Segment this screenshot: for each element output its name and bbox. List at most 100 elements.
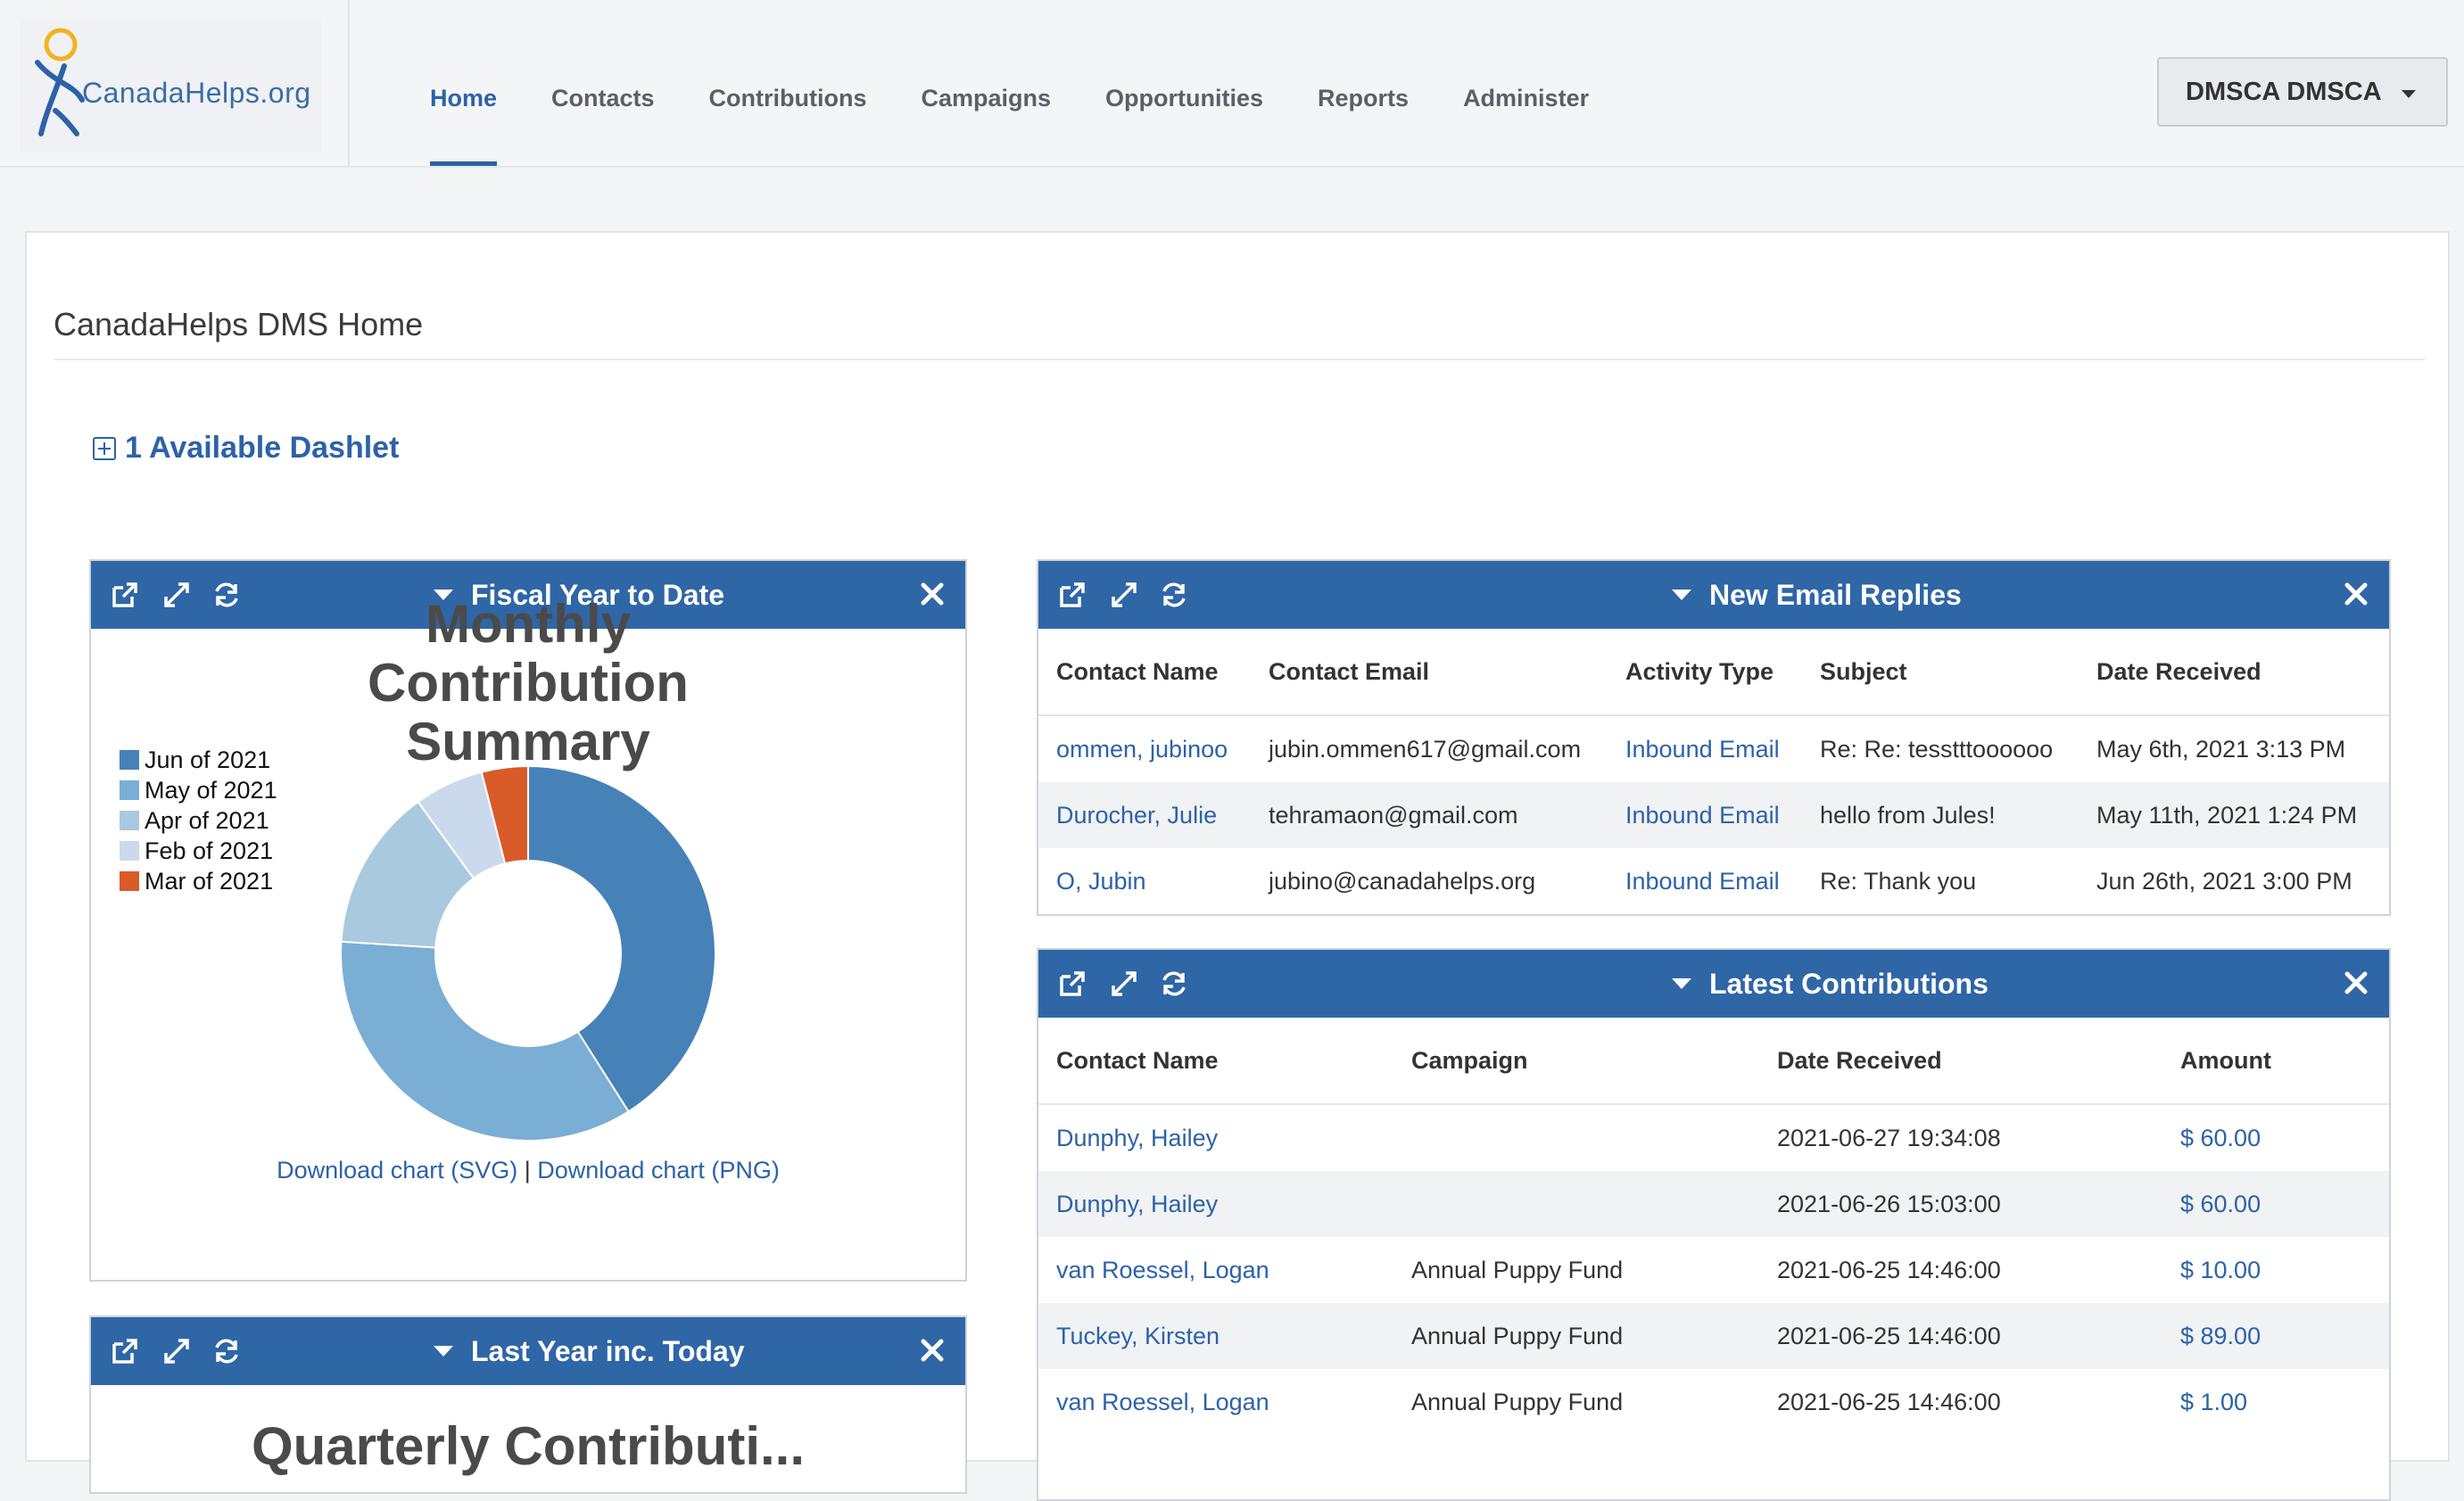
column-header[interactable]: Contact Name (1038, 629, 1251, 716)
refresh-icon[interactable] (211, 579, 243, 611)
dashlet-header: New Email Replies (1038, 561, 2389, 629)
collapse-triangle-icon (1672, 590, 1691, 600)
refresh-icon[interactable] (211, 1335, 243, 1367)
amount-link[interactable]: $ 60.00 (2162, 1171, 2389, 1237)
amount-link[interactable]: $ 60.00 (2180, 1124, 2261, 1151)
close-icon[interactable] (2341, 579, 2371, 609)
column-header[interactable]: Date Received (1759, 1018, 2162, 1105)
expand-icon[interactable] (161, 1335, 193, 1367)
contact-email: jubin.ommen617@gmail.com (1269, 735, 1582, 763)
download-svg-link[interactable]: Download chart (SVG) (277, 1157, 518, 1183)
legend-item[interactable]: Feb of 2021 (120, 836, 277, 866)
canadahelps-logo[interactable]: CanadaHelps.org (20, 18, 321, 152)
activity-type-link[interactable]: Inbound Email (1608, 782, 1802, 848)
campaign (1393, 1171, 1759, 1237)
column-header[interactable]: Activity Type (1608, 629, 1802, 716)
amount-link[interactable]: $ 89.00 (2162, 1303, 2389, 1369)
available-dashlets-label: 1 Available Dashlet (125, 431, 400, 465)
contact-name-link[interactable]: Tuckey, Kirsten (1038, 1303, 1393, 1369)
contact-name-link[interactable]: van Roessel, Logan (1056, 1256, 1269, 1283)
dashlet-fiscal-year: Fiscal Year to Date Monthly Contribution… (89, 559, 967, 1282)
legend-label: Mar of 2021 (145, 868, 274, 895)
contact-name-link[interactable]: Dunphy, Hailey (1038, 1171, 1393, 1237)
contact-name-link[interactable]: Durocher, Julie (1038, 782, 1251, 848)
collapse-triangle-icon (1672, 978, 1691, 989)
subject: hello from Jules! (1802, 782, 2079, 848)
dashlet-title-text: Latest Contributions (1709, 968, 1989, 1000)
donut-slice[interactable] (527, 764, 716, 1113)
expand-icon[interactable] (161, 579, 193, 611)
close-icon[interactable] (2341, 968, 2371, 998)
refresh-icon[interactable] (1158, 579, 1190, 611)
column-header[interactable]: Campaign (1393, 1018, 1759, 1105)
chart-downloads: Download chart (SVG) | Download chart (P… (91, 1157, 965, 1184)
dashlet-title[interactable]: New Email Replies (1672, 561, 1962, 629)
donut-slice[interactable] (340, 800, 475, 949)
title-divider (54, 359, 2425, 360)
table-row: Tuckey, Kirsten Annual Puppy Fund 2021-0… (1038, 1303, 2389, 1369)
legend-label: Feb of 2021 (145, 837, 274, 864)
chart-legend: Jun of 2021 May of 2021 Apr of 2021 Feb of … (120, 745, 277, 896)
column-header[interactable]: Amount (2162, 1018, 2389, 1105)
dashlet-latest-contributions: Latest Contributions Contact Name Campai… (1037, 948, 2391, 1501)
refresh-icon[interactable] (1158, 968, 1190, 1000)
external-link-icon[interactable] (109, 1335, 141, 1367)
external-link-icon[interactable] (109, 579, 141, 611)
dashlet-title[interactable]: Latest Contributions (1672, 950, 1989, 1018)
dashlet-header: Latest Contributions (1038, 950, 2389, 1018)
dashlet-title[interactable]: Fiscal Year to Date (434, 561, 724, 629)
activity-type-link[interactable]: Inbound Email (1625, 867, 1780, 895)
available-dashlets-link[interactable]: 1 Available Dashlet (93, 431, 399, 466)
nav-administer[interactable]: Administer (1463, 85, 1590, 111)
external-link-icon[interactable] (1056, 968, 1088, 1000)
collapse-triangle-icon (434, 590, 453, 600)
expand-icon[interactable] (1108, 968, 1140, 1000)
legend-item[interactable]: Apr of 2021 (120, 805, 277, 836)
top-navbar: CanadaHelps.org Home Contacts Contributi… (0, 0, 2464, 168)
dashlet-title[interactable]: Last Year inc. Today (434, 1317, 745, 1385)
legend-swatch (120, 780, 139, 800)
close-icon[interactable] (917, 579, 947, 609)
amount-link[interactable]: $ 1.00 (2180, 1388, 2248, 1415)
donut-slice[interactable] (340, 940, 630, 1142)
column-header[interactable]: Date Received (2079, 629, 2389, 716)
header-divider (348, 0, 350, 166)
expand-icon[interactable] (1108, 579, 1140, 611)
legend-label: May of 2021 (145, 777, 277, 804)
donut-chart (340, 764, 716, 1142)
legend-item[interactable]: Mar of 2021 (120, 866, 277, 896)
column-header[interactable]: Contact Email (1251, 629, 1608, 716)
donut-slice[interactable] (480, 764, 529, 865)
external-link-icon[interactable] (1056, 579, 1088, 611)
date-received: 2021-06-25 14:46:00 (1759, 1303, 2162, 1369)
nav-home[interactable]: Home (430, 0, 498, 166)
column-header[interactable]: Subject (1802, 629, 2079, 716)
table-row: Dunphy, Hailey 2021-06-27 19:34:08 $ 60.… (1038, 1104, 2389, 1171)
legend-item[interactable]: May of 2021 (120, 775, 277, 805)
nav-contributions[interactable]: Contributions (708, 85, 867, 111)
legend-swatch (120, 871, 139, 891)
caret-down-icon (2402, 90, 2416, 98)
stick-figure-logo-icon (35, 28, 85, 136)
user-menu-label: DMSCA DMSCA (2186, 78, 2382, 106)
nav-campaigns[interactable]: Campaigns (921, 85, 1052, 111)
nav-opportunities[interactable]: Opportunities (1105, 85, 1264, 111)
contact-name-link[interactable]: van Roessel, Logan (1056, 1388, 1269, 1415)
nav-contacts[interactable]: Contacts (551, 85, 655, 111)
column-header[interactable]: Contact Name (1038, 1018, 1393, 1105)
activity-type-link[interactable]: Inbound Email (1625, 735, 1780, 763)
legend-swatch (120, 750, 139, 770)
nav-reports[interactable]: Reports (1318, 85, 1410, 111)
email-replies-table: Contact Name Contact Email Activity Type… (1038, 629, 2389, 914)
legend-label: Jun of 2021 (145, 746, 271, 773)
legend-item[interactable]: Jun of 2021 (120, 745, 277, 775)
contact-name-link[interactable]: Dunphy, Hailey (1056, 1124, 1219, 1151)
close-icon[interactable] (917, 1335, 947, 1365)
date-received: 2021-06-26 15:03:00 (1759, 1171, 2162, 1237)
date-received: 2021-06-27 19:34:08 (1777, 1124, 2001, 1151)
contact-name-link[interactable]: ommen, jubinoo (1056, 735, 1228, 763)
contact-name-link[interactable]: O, Jubin (1056, 867, 1146, 895)
user-menu-button[interactable]: DMSCA DMSCA (2157, 57, 2448, 127)
amount-link[interactable]: $ 10.00 (2180, 1256, 2261, 1283)
download-png-link[interactable]: Download chart (PNG) (537, 1157, 780, 1183)
